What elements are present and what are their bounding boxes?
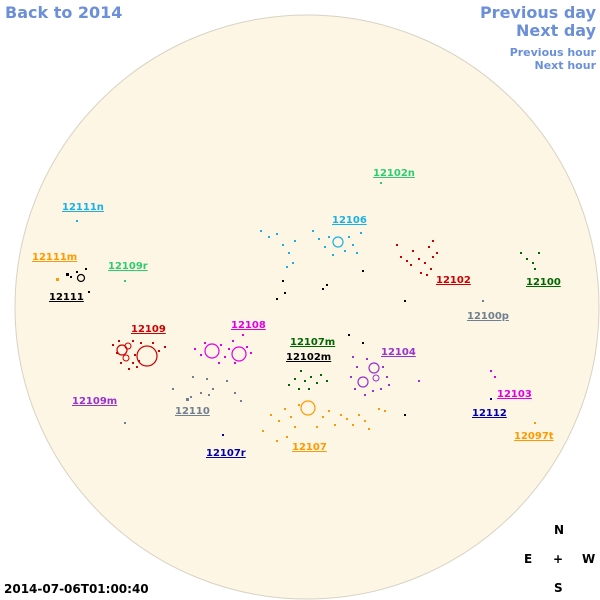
spots-12107 bbox=[262, 400, 386, 442]
compass-south: S bbox=[554, 581, 563, 595]
compass-north: N bbox=[554, 523, 565, 537]
spots-unlabeled-black bbox=[276, 270, 406, 416]
back-to-year-link[interactable]: Back to 2014 bbox=[5, 3, 123, 22]
previous-day-link[interactable]: Previous day bbox=[479, 3, 596, 22]
spots-12108 bbox=[194, 334, 252, 364]
spots-12103 bbox=[490, 370, 496, 378]
compass-east: E bbox=[524, 552, 533, 566]
spots-12111n bbox=[76, 220, 78, 222]
region-label-12107m[interactable]: 12107m bbox=[290, 337, 335, 348]
spots-12109r bbox=[124, 280, 126, 282]
spots-12106 bbox=[260, 230, 362, 268]
spots-12112 bbox=[490, 398, 492, 400]
region-label-12109[interactable]: 12109 bbox=[131, 324, 166, 335]
region-label-12107r[interactable]: 12107r bbox=[206, 448, 246, 459]
region-label-12102m[interactable]: 12102m bbox=[286, 352, 331, 363]
region-label-12106[interactable]: 12106 bbox=[332, 215, 367, 226]
region-label-12109r[interactable]: 12109r bbox=[108, 261, 148, 272]
spots-12111m bbox=[56, 278, 59, 281]
spots-12102n bbox=[380, 182, 382, 184]
spots-12104 bbox=[350, 356, 420, 396]
region-label-12100p[interactable]: 12100p bbox=[467, 311, 509, 322]
region-label-12107[interactable]: 12107 bbox=[292, 442, 327, 453]
region-label-12109m[interactable]: 12109m bbox=[72, 396, 117, 407]
spots-12110 bbox=[172, 376, 242, 402]
spots-12109 bbox=[112, 340, 166, 370]
compass-center: + bbox=[553, 552, 564, 566]
region-label-12097t[interactable]: 12097t bbox=[514, 431, 554, 442]
region-label-12103[interactable]: 12103 bbox=[497, 389, 532, 400]
region-label-12110[interactable]: 12110 bbox=[175, 406, 210, 417]
compass-west: W bbox=[582, 552, 596, 566]
spots-12102 bbox=[396, 240, 438, 276]
spots-12107m bbox=[288, 370, 328, 390]
solar-disk bbox=[14, 14, 600, 600]
spots-12097t bbox=[534, 422, 536, 424]
region-label-12111[interactable]: 12111 bbox=[49, 292, 84, 303]
spots-12107r bbox=[222, 434, 224, 436]
region-label-12111n[interactable]: 12111n bbox=[62, 202, 104, 213]
spots-12100 bbox=[520, 252, 540, 270]
region-label-12100[interactable]: 12100 bbox=[526, 277, 561, 288]
region-label-12104[interactable]: 12104 bbox=[381, 347, 416, 358]
observation-timestamp: 2014-07-06T01:00:40 bbox=[4, 582, 149, 596]
spots-12111 bbox=[66, 268, 90, 293]
next-hour-link[interactable]: Next hour bbox=[534, 59, 597, 72]
previous-hour-link[interactable]: Previous hour bbox=[509, 46, 596, 59]
region-label-12111m[interactable]: 12111m bbox=[32, 252, 77, 263]
next-day-link[interactable]: Next day bbox=[516, 21, 596, 40]
region-label-12112[interactable]: 12112 bbox=[472, 408, 507, 419]
region-label-12102n[interactable]: 12102n bbox=[373, 168, 415, 179]
region-label-12102[interactable]: 12102 bbox=[436, 275, 471, 286]
spots-12109m bbox=[124, 422, 126, 424]
region-label-12108[interactable]: 12108 bbox=[231, 320, 266, 331]
spots-12100p bbox=[482, 300, 484, 302]
